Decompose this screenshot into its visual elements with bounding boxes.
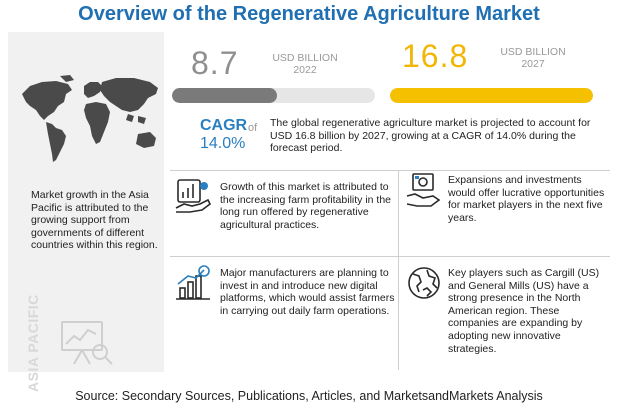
value-2022: 8.7: [191, 45, 239, 81]
divider: [170, 256, 610, 257]
growth-hand-icon: [175, 179, 212, 213]
bar-2027: [390, 88, 593, 103]
bar-2022: [172, 88, 278, 103]
divider: [398, 170, 399, 370]
source-note: Source: Secondary Sources, Publications,…: [75, 389, 543, 403]
region-description: Market growth in the Asia Pacific is att…: [31, 189, 158, 252]
bar-2022-track: [172, 88, 375, 103]
cagr-label: CAGR: [200, 117, 248, 134]
unit-2022: USD BILLION 2022: [272, 52, 338, 76]
divider: [170, 170, 610, 171]
cagr-value: 14.0%: [200, 135, 246, 152]
finding-growth: Growth of this market is attributed to t…: [220, 181, 391, 231]
bar-2027-track: [390, 88, 593, 103]
money-hand-icon: [406, 173, 441, 207]
finding-investments: Expansions and investments would offer l…: [448, 174, 605, 224]
analytics-board-icon: [61, 321, 113, 365]
world-map-icon: [22, 75, 158, 162]
cagr-of: of: [248, 122, 258, 134]
finding-key-players: Key players such as Cargill (US) and Gen…: [448, 267, 600, 355]
market-summary: The global regenerative agriculture mark…: [270, 117, 591, 155]
unit-2027: USD BILLION 2027: [500, 46, 566, 70]
finding-digital: Major manufacturers are planning to inve…: [220, 267, 395, 317]
region-label: ASIA PACIFIC: [25, 294, 41, 392]
bar-growth-icon: [176, 265, 210, 300]
value-2027: 16.8: [402, 38, 469, 74]
globe-icon: [408, 267, 440, 299]
page-title: Overview of the Regenerative Agriculture…: [78, 3, 540, 25]
region-panel: Market growth in the Asia Pacific is att…: [8, 32, 164, 392]
